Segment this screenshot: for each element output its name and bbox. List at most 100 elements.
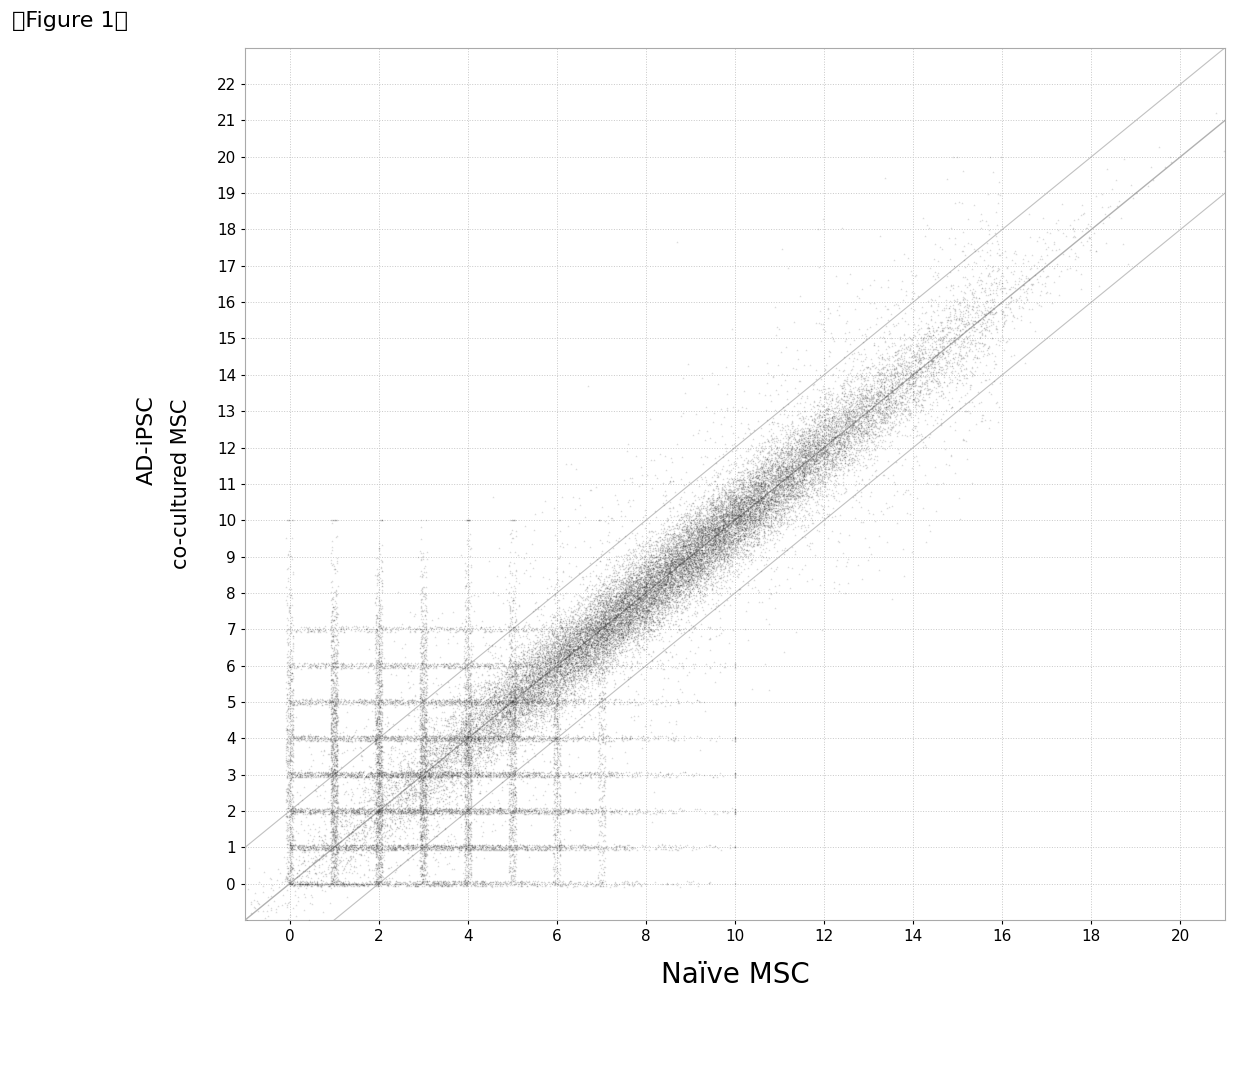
Point [619, 583, 639, 600]
Point [372, 806, 392, 824]
Point [929, 329, 949, 347]
Point [445, 742, 465, 759]
Point [321, 743, 341, 760]
Point [680, 576, 699, 594]
Point [583, 619, 603, 636]
Point [636, 554, 656, 572]
Point [446, 635, 466, 652]
Point [412, 754, 432, 771]
Point [368, 863, 388, 880]
Point [842, 413, 862, 431]
Point [624, 576, 644, 594]
Point [884, 487, 904, 504]
Point [670, 801, 689, 818]
Point [322, 698, 342, 716]
Point [765, 495, 785, 513]
Point [470, 718, 490, 735]
Point [366, 755, 386, 772]
Point [367, 802, 387, 819]
Point [326, 757, 346, 775]
Point [415, 767, 435, 784]
Point [593, 595, 613, 612]
Point [718, 499, 738, 516]
Point [440, 731, 460, 748]
Point [733, 518, 753, 536]
Point [722, 533, 742, 551]
Point [522, 730, 542, 747]
Point [541, 729, 560, 746]
Point [412, 822, 432, 839]
Point [861, 425, 880, 443]
Point [759, 589, 779, 607]
Point [370, 791, 389, 808]
Point [787, 491, 807, 508]
Point [475, 720, 495, 738]
Point [361, 765, 381, 782]
Point [640, 609, 660, 626]
Point [460, 743, 480, 760]
Point [1022, 276, 1042, 293]
Point [414, 811, 434, 828]
Point [467, 764, 487, 781]
Point [911, 349, 931, 367]
Point [615, 626, 635, 644]
Point [600, 645, 620, 662]
Point [329, 838, 348, 855]
Point [415, 726, 435, 743]
Point [422, 709, 441, 727]
Point [949, 316, 968, 334]
Point [479, 804, 498, 822]
Point [636, 563, 656, 580]
Point [301, 766, 321, 783]
Point [505, 719, 525, 736]
Point [884, 401, 904, 419]
Point [630, 477, 650, 494]
Point [484, 769, 503, 787]
Point [754, 476, 774, 493]
Point [358, 623, 378, 640]
Point [402, 805, 422, 823]
Point [675, 562, 694, 579]
Point [609, 802, 629, 819]
Point [580, 628, 600, 646]
Point [470, 730, 490, 747]
Point [621, 603, 641, 621]
Point [706, 524, 725, 541]
Point [599, 619, 619, 636]
Point [563, 640, 583, 658]
Point [456, 600, 476, 618]
Point [908, 384, 928, 401]
Point [791, 454, 811, 471]
Point [768, 521, 787, 539]
Point [304, 695, 324, 712]
Point [712, 540, 732, 558]
Point [657, 573, 677, 590]
Point [456, 745, 476, 763]
Point [489, 690, 508, 707]
Point [591, 800, 611, 817]
Point [688, 877, 708, 895]
Point [649, 574, 668, 591]
Point [665, 572, 684, 589]
Point [558, 636, 578, 654]
Point [694, 532, 714, 550]
Point [662, 559, 682, 576]
Point [505, 657, 525, 674]
Point [321, 807, 341, 825]
Point [527, 694, 547, 711]
Point [492, 764, 512, 781]
Point [321, 688, 341, 706]
Point [746, 439, 766, 456]
Point [280, 836, 300, 853]
Point [609, 592, 629, 610]
Point [787, 467, 807, 484]
Point [570, 637, 590, 655]
Point [403, 876, 423, 894]
Point [847, 424, 867, 442]
Point [578, 609, 598, 626]
Point [541, 674, 560, 692]
Point [326, 875, 346, 892]
Point [301, 840, 321, 858]
Point [487, 768, 507, 786]
Point [410, 875, 430, 892]
